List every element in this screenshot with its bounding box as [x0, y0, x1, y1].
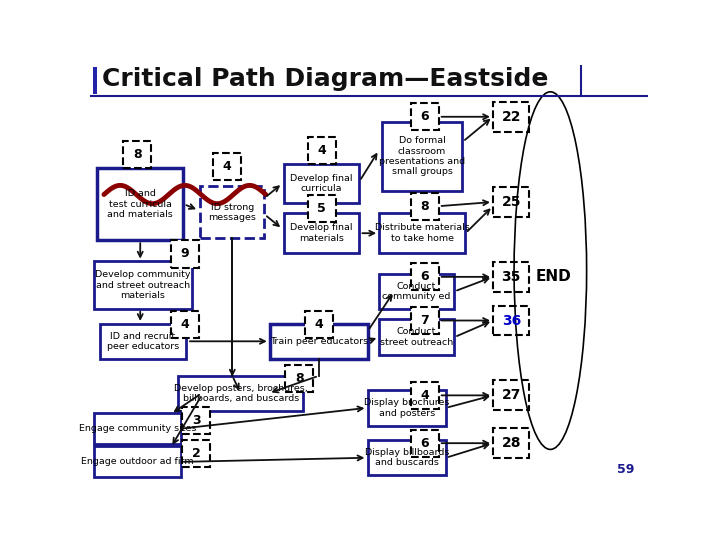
Text: 8: 8	[420, 200, 429, 213]
FancyBboxPatch shape	[411, 382, 438, 409]
Text: 8: 8	[295, 372, 304, 385]
FancyBboxPatch shape	[124, 141, 151, 168]
Text: 28: 28	[502, 436, 521, 450]
Text: 6: 6	[420, 110, 429, 123]
FancyBboxPatch shape	[285, 365, 313, 392]
FancyBboxPatch shape	[411, 307, 438, 334]
Text: 4: 4	[420, 389, 429, 402]
FancyBboxPatch shape	[182, 407, 210, 434]
FancyBboxPatch shape	[270, 323, 368, 359]
Text: 25: 25	[502, 195, 521, 209]
Text: Do formal
classroom
presentations and
small groups: Do formal classroom presentations and sm…	[379, 136, 465, 177]
Text: 22: 22	[502, 110, 521, 124]
FancyBboxPatch shape	[411, 103, 438, 130]
Text: 4: 4	[318, 144, 326, 157]
FancyBboxPatch shape	[382, 122, 462, 191]
FancyBboxPatch shape	[493, 262, 529, 292]
FancyBboxPatch shape	[307, 137, 336, 164]
Text: 36: 36	[502, 314, 521, 328]
Text: Engage outdoor ad firm: Engage outdoor ad firm	[81, 457, 194, 467]
Text: Display billboards
and buscards: Display billboards and buscards	[365, 448, 449, 468]
FancyBboxPatch shape	[493, 380, 529, 410]
Text: Develop community
and street outreach
materials: Develop community and street outreach ma…	[95, 271, 191, 300]
Text: END: END	[535, 269, 571, 285]
Text: Display brochures
and posters: Display brochures and posters	[364, 398, 449, 417]
FancyBboxPatch shape	[171, 311, 199, 338]
FancyBboxPatch shape	[93, 67, 97, 94]
FancyBboxPatch shape	[379, 213, 465, 253]
FancyBboxPatch shape	[284, 164, 359, 203]
Text: 35: 35	[502, 270, 521, 284]
Text: 59: 59	[616, 463, 634, 476]
Text: 4: 4	[315, 318, 323, 331]
FancyBboxPatch shape	[305, 311, 333, 338]
Text: 7: 7	[420, 314, 429, 327]
Text: Develop final
curricula: Develop final curricula	[290, 173, 353, 193]
FancyBboxPatch shape	[307, 195, 336, 222]
FancyBboxPatch shape	[200, 186, 264, 238]
Text: Train peer educators: Train peer educators	[270, 337, 368, 346]
FancyBboxPatch shape	[379, 320, 454, 355]
Text: 4: 4	[181, 318, 189, 331]
FancyBboxPatch shape	[493, 102, 529, 132]
FancyBboxPatch shape	[284, 213, 359, 253]
Text: 9: 9	[181, 247, 189, 260]
FancyBboxPatch shape	[411, 193, 438, 220]
FancyBboxPatch shape	[493, 187, 529, 217]
FancyBboxPatch shape	[182, 440, 210, 467]
FancyBboxPatch shape	[171, 240, 199, 267]
FancyBboxPatch shape	[411, 430, 438, 457]
FancyBboxPatch shape	[493, 306, 529, 335]
Text: 4: 4	[222, 160, 231, 173]
FancyBboxPatch shape	[178, 376, 303, 411]
Text: 3: 3	[192, 414, 200, 427]
FancyBboxPatch shape	[411, 264, 438, 291]
FancyBboxPatch shape	[379, 274, 454, 309]
Text: 27: 27	[502, 388, 521, 402]
FancyBboxPatch shape	[94, 413, 181, 444]
FancyBboxPatch shape	[94, 446, 181, 477]
Text: Conduct
community ed: Conduct community ed	[382, 282, 451, 301]
FancyBboxPatch shape	[213, 153, 240, 180]
Text: 6: 6	[420, 437, 429, 450]
FancyBboxPatch shape	[100, 323, 186, 359]
Text: Develop posters, brochures,
billboards, and buscards: Develop posters, brochures, billboards, …	[174, 383, 307, 403]
Text: 5: 5	[318, 202, 326, 215]
Text: Critical Path Diagram—Eastside: Critical Path Diagram—Eastside	[102, 68, 549, 91]
FancyBboxPatch shape	[368, 390, 446, 426]
Text: ID and recruit
peer educators: ID and recruit peer educators	[107, 332, 179, 351]
FancyBboxPatch shape	[94, 261, 192, 309]
Text: Engage community sites: Engage community sites	[78, 424, 196, 433]
Text: Develop final
materials: Develop final materials	[290, 224, 353, 243]
Text: Distribute materials
to take home: Distribute materials to take home	[374, 224, 469, 243]
FancyBboxPatch shape	[368, 440, 446, 475]
Text: Conduct
street outreach: Conduct street outreach	[380, 327, 453, 347]
FancyBboxPatch shape	[97, 168, 184, 240]
Text: 2: 2	[192, 447, 200, 460]
Text: ID and
test curricula
and materials: ID and test curricula and materials	[107, 189, 173, 219]
Text: 6: 6	[420, 271, 429, 284]
Text: 8: 8	[133, 148, 142, 161]
Text: ID strong
messages: ID strong messages	[208, 202, 256, 222]
FancyBboxPatch shape	[493, 428, 529, 458]
